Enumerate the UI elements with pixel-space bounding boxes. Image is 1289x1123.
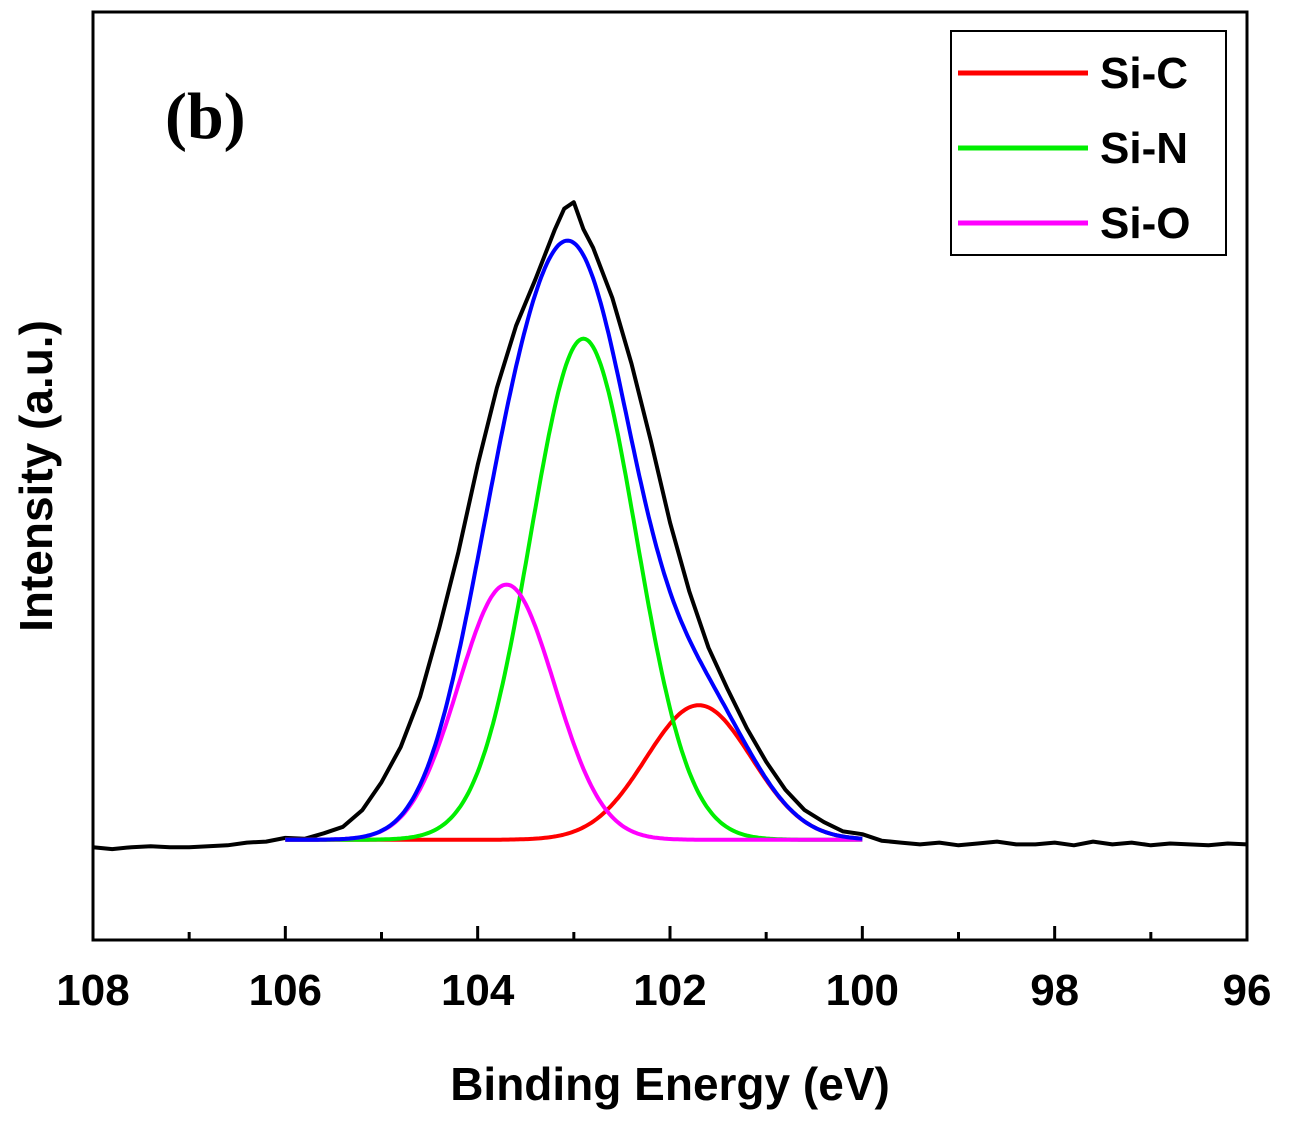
fit-line-si-o [285,582,863,842]
legend-label-si-c: Si-C [1100,49,1188,98]
x-axis-ticks: 108 106 104 102 100 98 96 [56,926,1271,1015]
x-tick-label: 104 [441,966,515,1015]
legend: Si-C Si-N Si-O [950,30,1227,256]
y-axis-title: Intensity (a.u.) [10,320,62,632]
legend-box [950,30,1227,256]
x-tick-label: 100 [826,966,899,1015]
legend-label-si-n: Si-N [1100,124,1188,173]
fit-envelope-line [285,238,863,842]
x-tick-label: 98 [1030,966,1079,1015]
x-tick-label: 108 [56,966,129,1015]
legend-label-si-o: Si-O [1100,199,1190,248]
plot-lines [92,200,1248,852]
fit-line-si-n [285,336,863,842]
x-tick-label: 102 [633,966,706,1015]
raw-data-line [92,200,1248,852]
panel-label: (b) [165,80,246,153]
x-tick-label: 96 [1223,966,1272,1015]
x-axis-title: Binding Energy (eV) [450,1058,890,1110]
x-tick-label: 106 [249,966,322,1015]
